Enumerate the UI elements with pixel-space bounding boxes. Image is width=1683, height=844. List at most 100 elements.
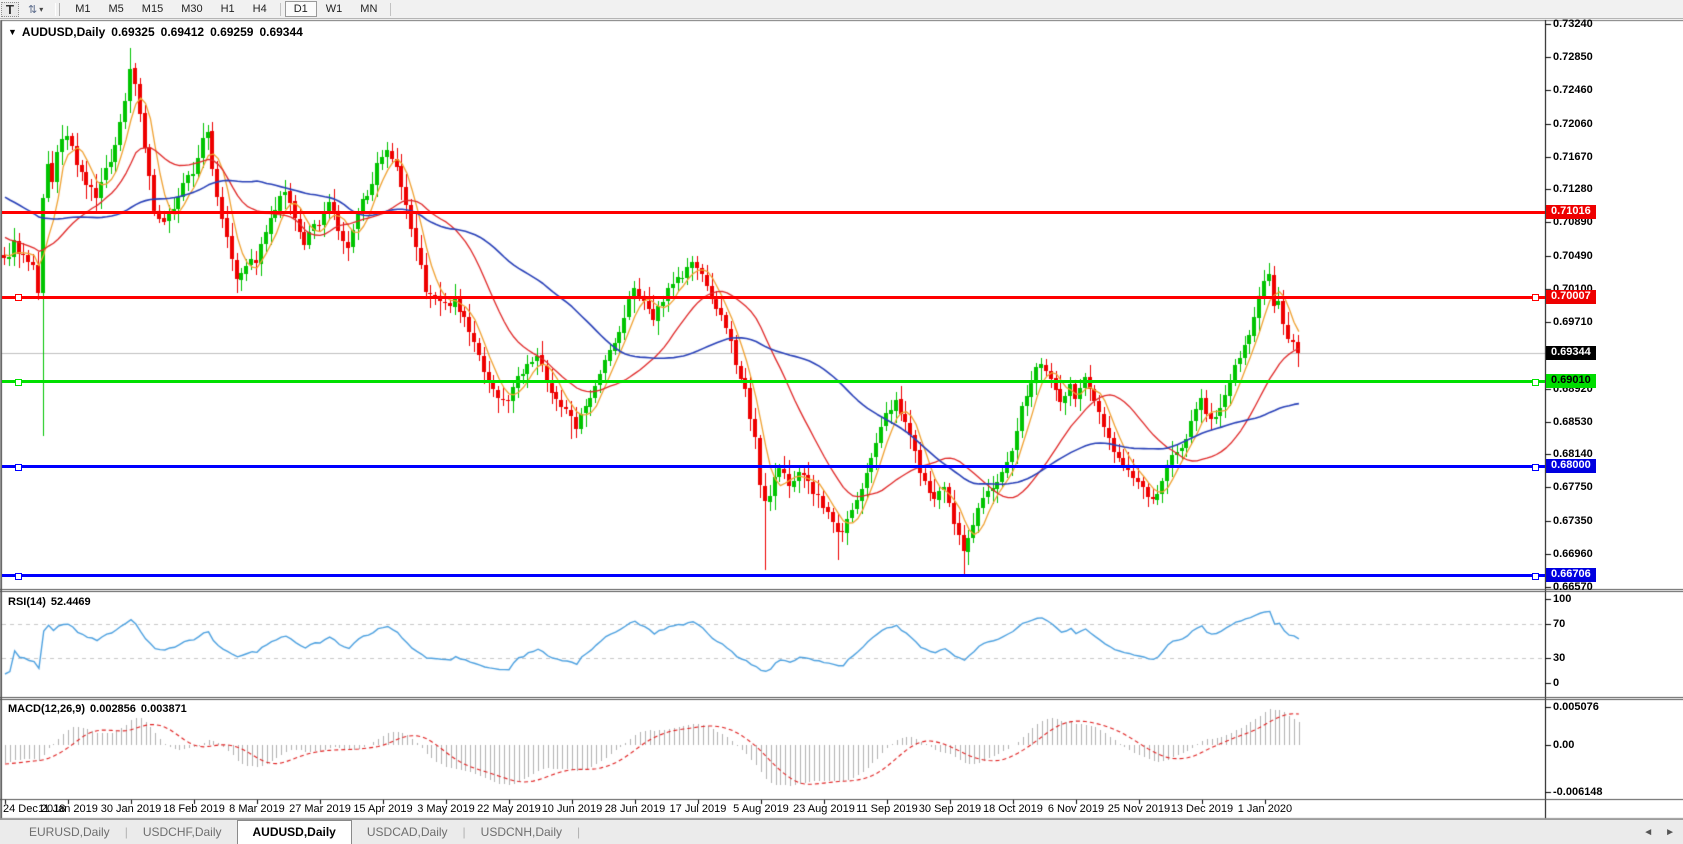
tab-separator: | — [577, 825, 581, 839]
date-axis-label: 23 Aug 2019 — [793, 803, 855, 815]
macd-signal-value: 0.003871 — [140, 703, 187, 715]
date-axis-label: 11 Sep 2019 — [856, 803, 918, 815]
price-axis-label: 0.68530 — [1553, 415, 1593, 428]
date-axis-label: 18 Feb 2019 — [163, 803, 225, 815]
price-axis-label: 0.71280 — [1553, 183, 1593, 196]
date-axis-label: 17 Jul 2019 — [669, 803, 727, 815]
line-anchor-square[interactable] — [15, 572, 22, 580]
date-axis-label: 1 Jan 2020 — [1237, 803, 1293, 815]
symbol-tabbar: EURUSD,Daily | USDCHF,Daily AUDUSD,Daily… — [0, 819, 1683, 844]
price-axis-label: 0.72850 — [1553, 50, 1593, 63]
price-axis-label: 0.66570 — [1553, 580, 1593, 593]
macd-indicator-name: MACD(12,26,9) — [8, 703, 86, 715]
tab-separator: | — [124, 825, 128, 839]
price-axis-label: 0.67350 — [1553, 515, 1593, 528]
timeframe-m15-button[interactable]: M15 — [133, 1, 172, 17]
tab-audusd-daily[interactable]: AUDUSD,Daily — [236, 820, 352, 844]
date-axis-label: 10 Jun 2019 — [541, 803, 603, 815]
price-badge-0.69344: 0.69344 — [1546, 345, 1596, 360]
chart-title: ▼ AUDUSD,Daily 0.69325 0.69412 0.69259 0.6934… — [8, 25, 303, 39]
price-axis-label: 0.72060 — [1553, 117, 1593, 130]
horizontal-line-0.70007[interactable] — [2, 294, 1545, 302]
date-axis-label: 27 Mar 2019 — [289, 803, 351, 815]
date-axis-label: 28 Jun 2019 — [604, 803, 666, 815]
timeframe-w1-button[interactable]: W1 — [317, 1, 352, 17]
macd-panel-label: MACD(12,26,9) 0.002856 0.003871 — [8, 703, 187, 715]
timeframe-d1-button[interactable]: D1 — [284, 1, 317, 17]
horizontal-line-0.6901[interactable] — [2, 378, 1545, 386]
timeframe-h1-button[interactable]: H1 — [212, 1, 244, 17]
rsi-indicator-name: RSI(14) — [8, 596, 46, 608]
tab-usdcnh-daily[interactable]: USDCNH,Daily — [480, 825, 563, 839]
line-anchor-square[interactable] — [15, 294, 22, 302]
line-anchor-square[interactable] — [1532, 572, 1539, 580]
date-axis-label: 15 Apr 2019 — [353, 803, 413, 815]
line-anchor-square[interactable] — [1532, 294, 1539, 302]
rsi-value: 52.4469 — [50, 596, 91, 608]
cycle-symbols-button[interactable]: ⇅ ▾ — [21, 2, 50, 17]
timeframe-m30-button[interactable]: M30 — [172, 1, 211, 17]
timeframe-m5-button[interactable]: M5 — [100, 1, 133, 17]
date-axis-label: 24 Dec 2018 — [3, 803, 66, 815]
price-axis-label: 0.73240 — [1553, 18, 1593, 30]
tab-eurusd-daily[interactable]: EURUSD,Daily — [29, 825, 110, 839]
date-axis-label: 30 Jan 2019 — [100, 803, 162, 815]
text-tool-button[interactable]: T — [1, 1, 19, 17]
line-anchor-square[interactable] — [15, 463, 22, 471]
ohlc-low: 0.69259 — [210, 25, 254, 39]
price-axis-label: 0.67750 — [1553, 481, 1593, 494]
rsi-axis-label: 30 — [1553, 651, 1566, 664]
horizontal-line-0.66706[interactable] — [2, 572, 1545, 580]
ohlc-high: 0.69412 — [160, 25, 205, 39]
swap-arrows-icon: ⇅ — [28, 3, 38, 16]
rsi-axis-label: 0 — [1553, 677, 1560, 689]
toolbar-separator — [390, 2, 392, 16]
ohlc-open: 0.69325 — [111, 25, 155, 39]
ohlc-close: 0.69344 — [259, 25, 303, 39]
main-toolbar: T ⇅ ▾ M1 M5 M15 M30 H1 H4 D1 W1 MN — [0, 0, 1683, 19]
price-badge-0.68000: 0.68000 — [1546, 459, 1596, 474]
price-badge-0.69010: 0.69010 — [1546, 374, 1596, 388]
price-axis-label: 0.72460 — [1553, 83, 1593, 96]
price-axis-label: 0.70890 — [1553, 216, 1593, 229]
rsi-axis-label: 100 — [1553, 593, 1572, 605]
horizontal-line-0.68[interactable] — [2, 463, 1545, 471]
timeframe-h4-button[interactable]: H4 — [244, 1, 276, 17]
date-axis-label: 22 May 2019 — [477, 803, 541, 815]
macd-axis-label: -0.006148 — [1553, 785, 1603, 798]
line-anchor-square[interactable] — [1532, 378, 1539, 386]
tab-scroll-right-icon[interactable]: ► — [1665, 827, 1675, 838]
price-badge-0.70007: 0.70007 — [1546, 289, 1596, 304]
line-anchor-square[interactable] — [15, 378, 22, 386]
macd-axis-label: 0.00 — [1553, 739, 1575, 751]
date-axis-label: 30 Sep 2019 — [918, 803, 982, 815]
line-anchor-square[interactable] — [1532, 463, 1539, 471]
horizontal-line-0.71016[interactable] — [2, 210, 1545, 214]
date-axis-label: 13 Dec 2019 — [1170, 803, 1234, 815]
date-axis-label: 8 Mar 2019 — [229, 803, 285, 815]
toolbar-grip[interactable] — [55, 2, 61, 16]
price-axis-label: 0.69710 — [1553, 315, 1593, 328]
tab-usdchf-daily[interactable]: USDCHF,Daily — [142, 825, 222, 839]
price-axis-label: 0.70490 — [1553, 250, 1593, 263]
date-axis-label: 6 Nov 2019 — [1047, 803, 1105, 815]
macd-axis-label: 0.005076 — [1553, 700, 1599, 713]
macd-main-value: 0.002856 — [90, 703, 136, 715]
chart-symbol-period: AUDUSD,Daily — [21, 25, 106, 39]
price-axis-label: 0.68140 — [1553, 448, 1593, 461]
tab-usdcad-daily[interactable]: USDCAD,Daily — [366, 825, 448, 839]
price-badge-0.71016: 0.71016 — [1546, 204, 1596, 219]
price-badge-0.66706: 0.66706 — [1546, 568, 1596, 583]
toolbar-separator — [279, 2, 281, 16]
tab-scroll-buttons: ◄ ► — [1643, 827, 1675, 838]
tab-scroll-left-icon[interactable]: ◄ — [1643, 827, 1654, 838]
price-axis-label: 0.71670 — [1553, 150, 1593, 163]
rsi-axis-label: 70 — [1553, 618, 1566, 631]
date-axis-label: 5 Aug 2019 — [733, 803, 789, 815]
timeframe-mn-button[interactable]: MN — [351, 1, 386, 17]
date-axis-label: 25 Nov 2019 — [1107, 803, 1171, 815]
chart-dropdown-icon[interactable]: ▼ — [8, 27, 17, 37]
timeframe-m1-button[interactable]: M1 — [66, 1, 99, 17]
